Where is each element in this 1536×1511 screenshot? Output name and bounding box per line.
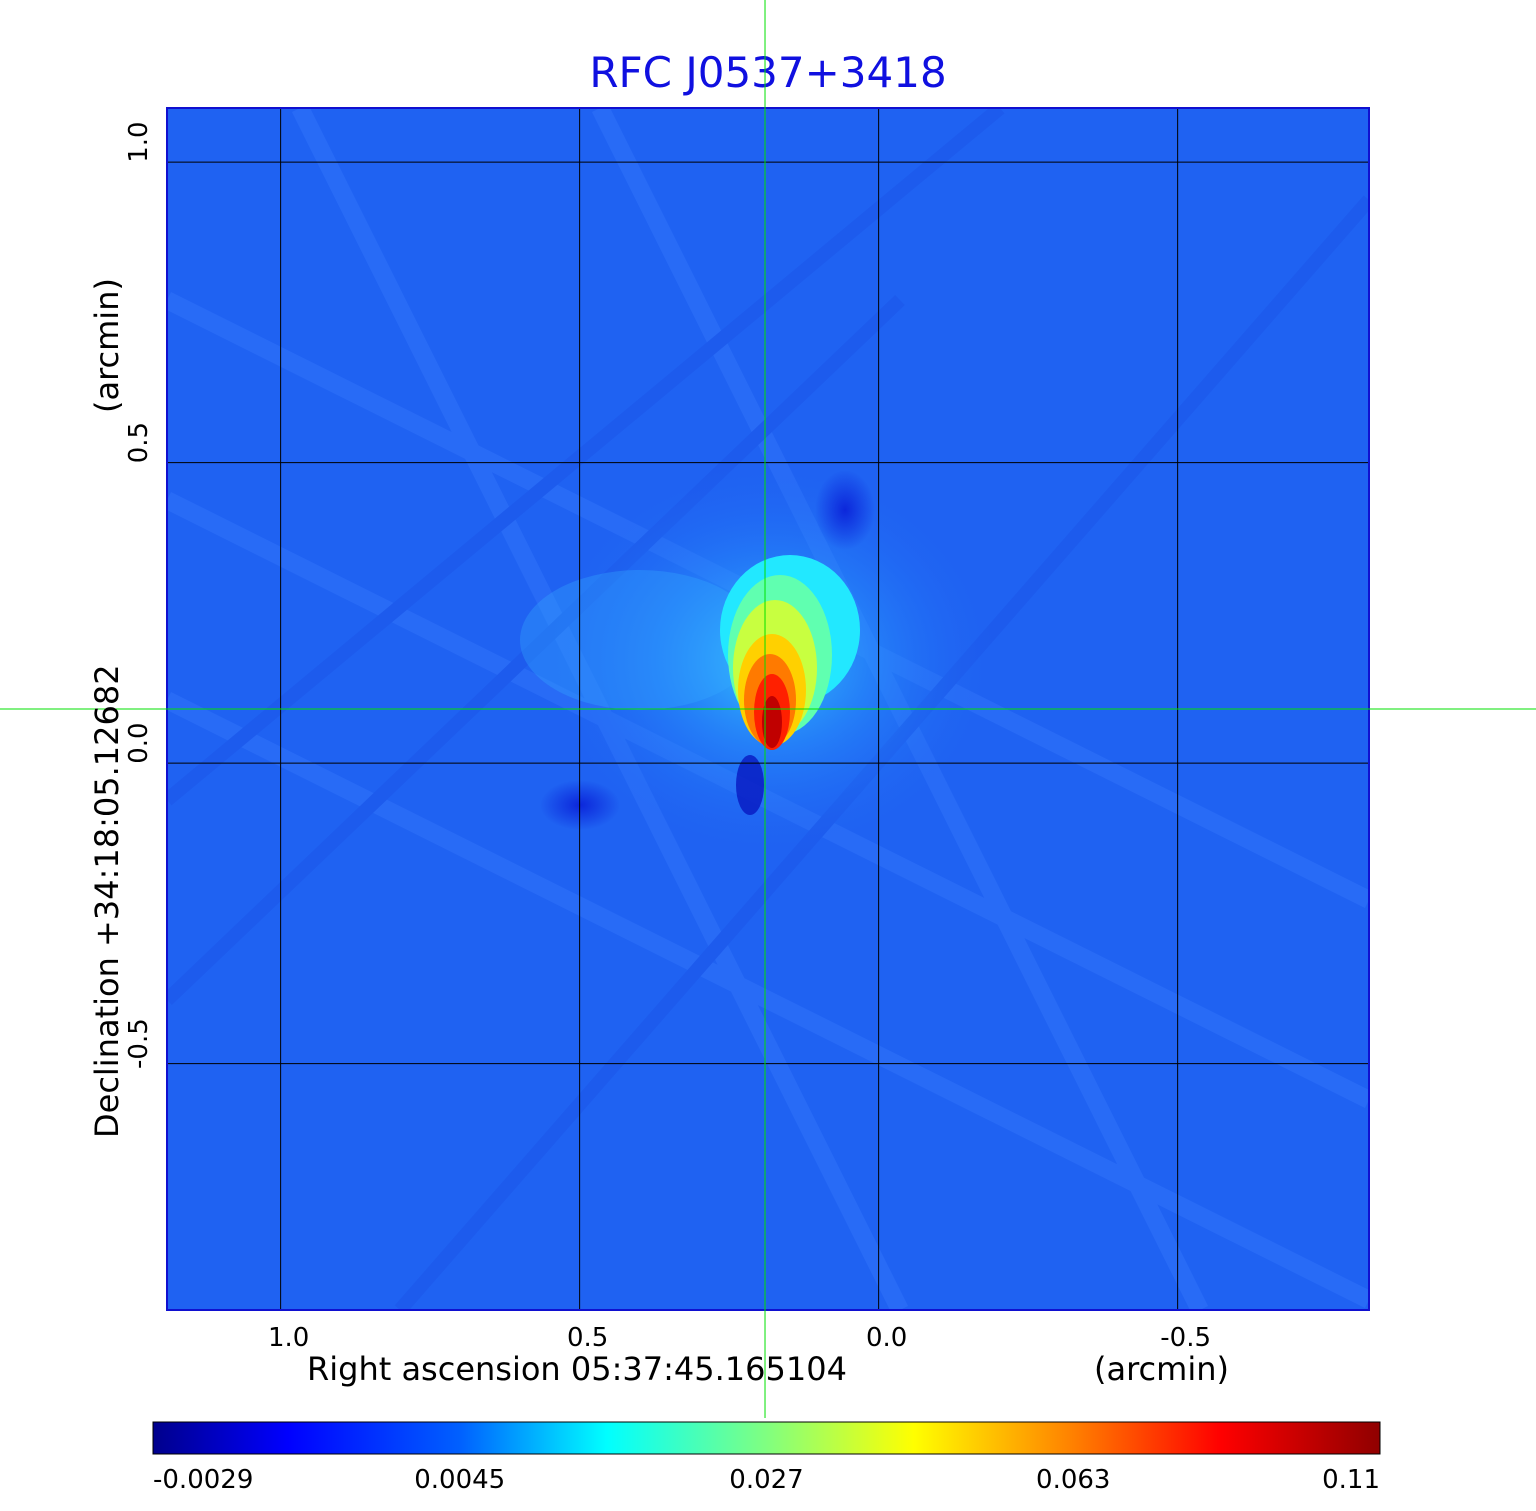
colorbar-tick-labels: -0.0029 0.0045 0.027 0.063 0.11 [153,1465,1380,1495]
colorbar-tick-label: 0.0045 [414,1465,505,1495]
x-tick-label: 1.0 [268,1323,309,1353]
negative-dip-1 [815,470,875,550]
y-tick-label: 0.0 [124,722,154,763]
x-axis-unit: (arcmin) [1094,1350,1229,1388]
y-tick-label: 0.5 [124,422,154,463]
colorbar-tick-label: 0.11 [1322,1465,1380,1495]
x-tick-labels: 1.0 0.5 0.0 -0.5 [268,1323,1211,1353]
x-tick-label: -0.5 [1160,1323,1211,1353]
y-axis-label: Declination +34:18:05.12682 [88,664,126,1138]
y-axis-unit: (arcmin) [88,278,126,413]
source-core [720,555,860,750]
x-tick-label: 0.5 [567,1323,608,1353]
x-axis-label: Right ascension 05:37:45.165104 [307,1350,847,1388]
colorbar [152,1421,1381,1455]
chart-title: RFC J0537+3418 [589,48,947,97]
x-tick-label: 0.0 [866,1323,907,1353]
negative-dip-3 [736,755,764,815]
colorbar-tick-label: 0.063 [1036,1465,1110,1495]
y-tick-label: 1.0 [124,121,154,162]
crosshair [0,0,1536,1418]
colorbar-tick-label: -0.0029 [153,1465,253,1495]
y-tick-label: -0.5 [124,1018,154,1069]
colorbar-tick-label: 0.027 [729,1465,803,1495]
y-tick-labels: 1.0 0.5 0.0 -0.5 [124,121,154,1069]
